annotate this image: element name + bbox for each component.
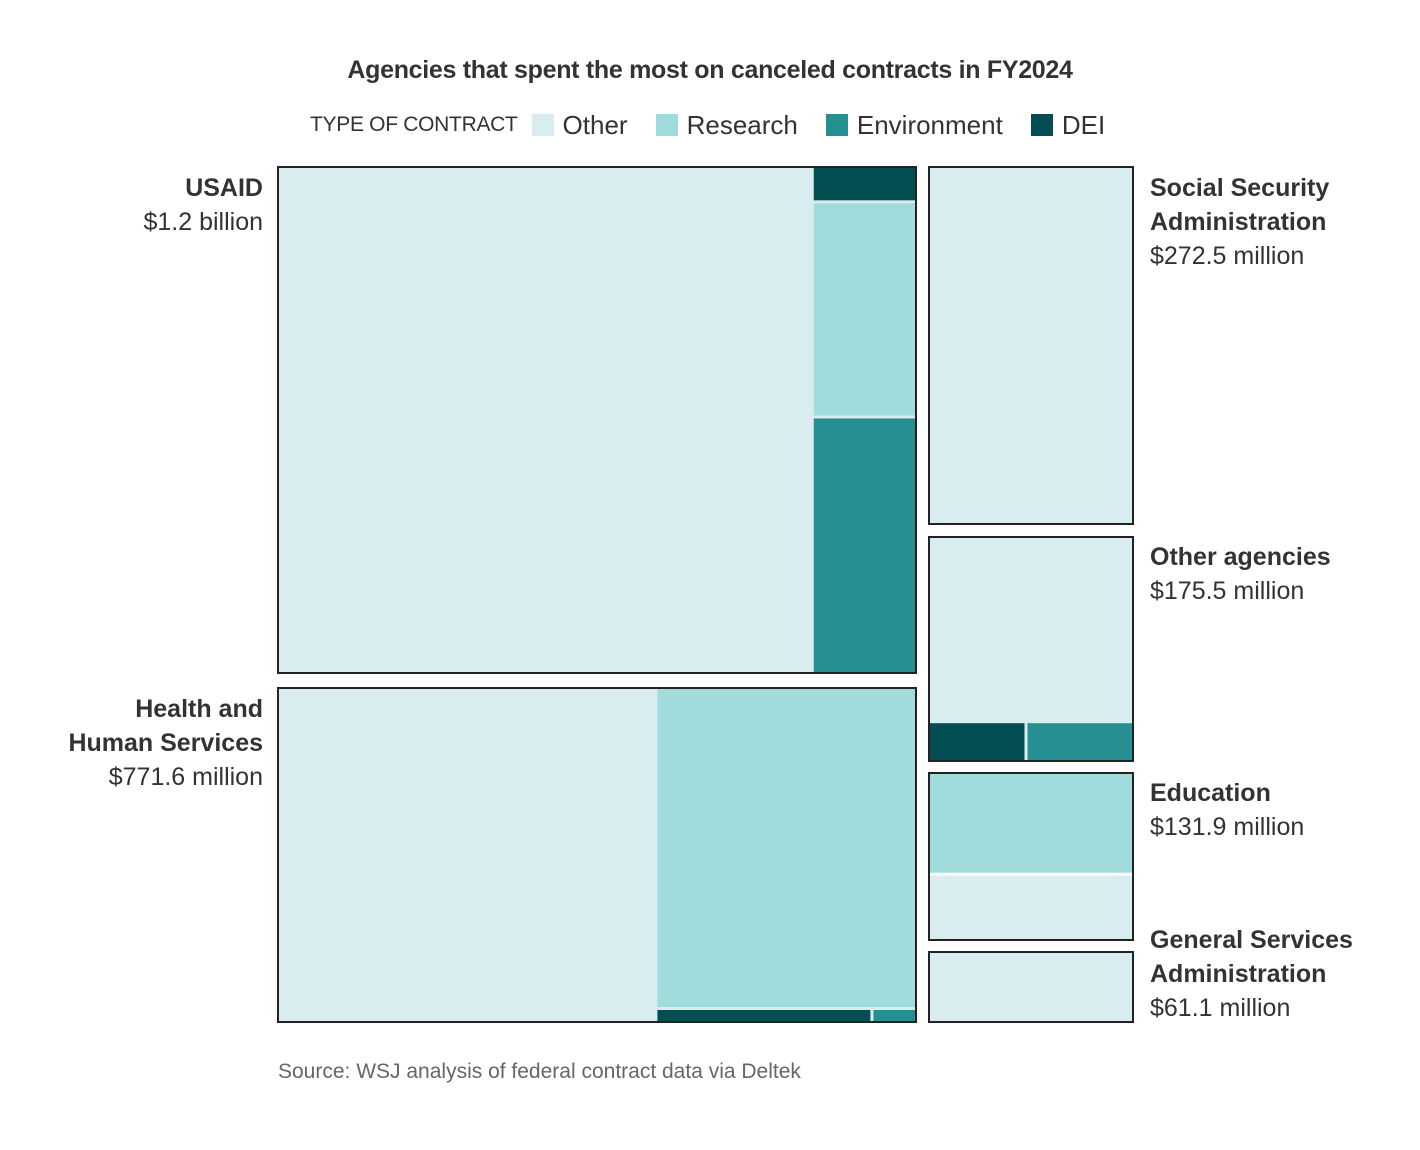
hhs-research-segment [657, 688, 916, 1007]
other-agencies-dei-segment [929, 723, 1025, 761]
agency-name: USAID [185, 174, 263, 202]
other-agencies-environment-segment [1027, 723, 1133, 761]
legend-item-other: Other [531, 109, 628, 141]
hhs-environment-segment [873, 1010, 916, 1022]
legend-swatch-dei [1030, 114, 1053, 136]
legend-item-environment: Environment [825, 109, 1003, 141]
agency-name: Education [1150, 779, 1271, 807]
label-hhs: Health and Human Services $771.6 million [68, 692, 263, 794]
gsa-box-border [928, 951, 1134, 1023]
usaid-box-border [277, 166, 917, 674]
legend-label-research: Research [686, 109, 798, 140]
legend-item-research: Research [655, 109, 798, 141]
agency-name: Other agencies [1150, 543, 1331, 571]
agency-name-line1: Health and [135, 695, 263, 723]
legend-item-dei: DEI [1030, 109, 1106, 141]
agency-total: $131.9 million [1150, 813, 1305, 841]
label-ssa: Social Security Administration $272.5 mi… [1150, 171, 1329, 273]
agency-total: $61.1 million [1150, 994, 1291, 1022]
agency-total: $272.5 million [1150, 242, 1305, 270]
agency-total: $175.5 million [1150, 577, 1305, 605]
label-usaid: USAID $1.2 billion [143, 171, 263, 239]
label-gsa: General Services Administration $61.1 mi… [1150, 923, 1353, 1025]
agency-name-line1: General Services [1150, 926, 1353, 954]
agency-total: $771.6 million [108, 763, 263, 791]
legend-label-dei: DEI [1061, 109, 1106, 140]
usaid-dei-segment [813, 167, 916, 201]
agency-name-line1: Social Security [1150, 174, 1330, 202]
usaid-other-segment [278, 167, 916, 673]
agency-name-line2: Administration [1150, 208, 1327, 236]
source-note: Source: WSJ analysis of federal contract… [278, 1060, 801, 1083]
label-education: Education $131.9 million [1150, 776, 1304, 844]
education-research-segment [929, 773, 1133, 874]
agency-name-line2: Human Services [68, 729, 263, 757]
chart-title: Agencies that spent the most on canceled… [347, 56, 1073, 84]
label-other-agencies: Other agencies $175.5 million [1150, 540, 1331, 608]
legend-label-other: Other [562, 109, 628, 140]
hhs-box-border [277, 687, 917, 1023]
legend-label-environment: Environment [856, 109, 1003, 140]
legend-swatch-environment [825, 114, 848, 136]
usaid-research-segment [813, 203, 916, 416]
legend-swatch-other [531, 114, 554, 136]
legend-title: TYPE OF CONTRACT [310, 113, 518, 136]
agency-name-line2: Administration [1150, 960, 1327, 988]
hhs-dei-segment [657, 1010, 871, 1022]
usaid-environment-segment [813, 418, 916, 673]
ssa-other-segment [929, 167, 1133, 524]
legend: TYPE OF CONTRACT Other Research Environm… [310, 108, 1133, 142]
ssa-box-border [928, 166, 1134, 525]
agency-total: $1.2 billion [143, 208, 263, 236]
education-box-border [928, 772, 1134, 941]
legend-swatch-research [655, 114, 678, 136]
other-agencies-box-border [928, 536, 1134, 762]
gsa-other-segment [929, 952, 1133, 1022]
